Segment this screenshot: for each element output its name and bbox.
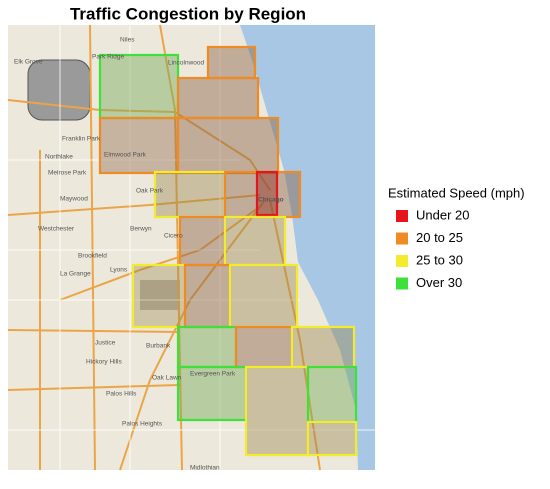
place-label: Evergreen Park [190,371,236,378]
legend: Estimated Speed (mph) Under 20 20 to 25 25… [388,185,525,290]
legend-label: Under 20 [416,207,469,222]
legend-swatch [396,232,408,245]
place-label: Park Ridge [92,54,125,61]
legend-label: 25 to 30 [416,252,463,267]
place-label: Cicero [164,233,183,240]
place-label: Franklin Park [62,136,101,143]
place-label: Elk Grove [14,59,43,66]
regions [98,45,358,457]
legend-title: Estimated Speed (mph) [388,185,525,200]
place-label: Burbank [146,343,171,350]
legend-label: 20 to 25 [416,230,463,245]
place-label: Justice [95,340,116,347]
basemap [7,24,375,471]
place-label: Niles [120,37,135,44]
place-label: Brookfield [78,253,107,260]
legend-label: Over 30 [416,275,462,290]
place-label: Palos Heights [122,421,163,428]
legend-swatch [396,210,408,222]
legend-swatch [396,255,408,267]
place-label: Palos Hills [106,391,137,398]
place-label: Lyons [110,267,128,274]
place-label: Melrose Park [48,170,87,177]
place-label: Hickory Hills [86,359,123,366]
place-label: Elmwood Park [104,152,147,159]
legend-swatch [396,277,408,290]
place-label: Midlothian [190,465,220,472]
place-label: Oak Lawn [152,375,182,382]
place-label: Lincolnwood [168,60,205,67]
map-title: Traffic Congestion by Region [70,4,306,23]
place-label: Oak Park [136,188,164,195]
place-labels: Niles Elk Grove Park Ridge Lincolnwood F… [14,37,284,472]
place-label: Berwyn [130,226,152,233]
place-label: Westchester [38,226,75,233]
place-label: La Grange [60,271,91,278]
place-label: Chicago [258,197,284,204]
place-label: Maywood [60,196,88,203]
place-label: Northlake [45,154,73,161]
